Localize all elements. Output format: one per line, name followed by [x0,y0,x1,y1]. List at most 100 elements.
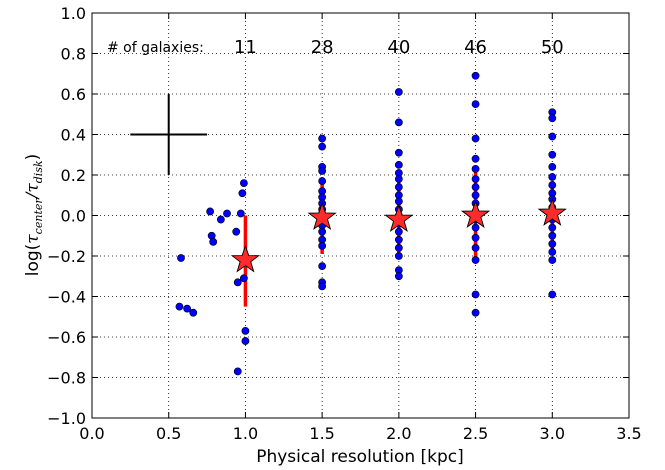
galaxy-point [189,308,198,317]
y-tick-label: 0.6 [61,85,86,104]
galaxy-point [238,189,247,198]
galaxy-count: 28 [311,37,334,58]
x-tick-label: 2.0 [386,424,411,443]
galaxy-point [394,252,403,260]
galaxy-point [236,209,245,218]
galaxy-point [548,114,557,123]
galaxy-point [471,100,480,109]
x-tick-label: 0.5 [156,424,181,443]
galaxy-point [471,308,480,317]
x-axis-title: Physical resolution [kpc] [256,447,464,467]
galaxy-count: 50 [541,37,564,58]
x-tick-label: 0.0 [79,424,104,443]
galaxy-point [209,237,218,246]
galaxy-point [318,134,327,143]
galaxy-point [548,223,557,232]
galaxy-point [394,197,403,206]
galaxy-point [471,243,480,252]
galaxy-point [548,150,557,159]
galaxy-point [548,181,557,190]
x-tick-label: 2.5 [463,424,488,443]
galaxy-point [206,207,215,216]
galaxy-point [394,148,403,157]
galaxy-point [183,304,192,313]
galaxy-point [239,274,248,283]
galaxy-point [548,231,557,240]
galaxy-point [471,191,480,200]
axis-ticks [91,12,630,419]
galaxy-point [394,227,403,236]
galaxy-point [394,183,403,192]
galaxy-point [394,272,403,281]
galaxy-point [318,227,327,236]
y-tick-label: 0.8 [61,45,86,64]
galaxy-point [471,223,480,232]
galaxy-point [233,367,242,376]
typical-error-cross [130,94,208,175]
y-tick-labels: −1.0 −0.8 −0.6 −0.4 −0.2 0.0 0.2 0.4 0.6 0.8 1.0 [47,4,86,428]
galaxy-point [548,290,557,299]
galaxy-point [394,243,403,252]
galaxy-point [471,233,480,242]
y-tick-label: 1.0 [61,4,86,23]
y-tick-label: −1.0 [47,409,86,428]
median-star [460,200,491,228]
galaxy-point [318,142,327,151]
galaxy-point [177,254,185,262]
galaxy-point [241,327,250,335]
galaxy-count-label: # of galaxies: [107,40,204,56]
y-tick-label: −0.4 [47,288,86,307]
galaxy-point [548,162,557,171]
galaxy-point [471,134,480,143]
x-tick-label: 3.0 [540,424,565,443]
x-tick-label: 1.5 [309,424,334,443]
galaxy-point [233,278,242,287]
y-tick-label: 0.2 [61,166,86,185]
median-star [307,202,337,230]
galaxy-point [471,154,480,163]
y-tick-label: 0.4 [61,126,86,145]
y-tick-label: −0.2 [47,247,86,266]
galaxy-point [394,235,403,244]
galaxy-point [471,165,480,173]
galaxy-count: 40 [387,37,410,58]
galaxy-point [394,118,403,127]
y-tick-label: 0.0 [61,207,86,226]
galaxy-point [216,215,225,224]
galaxy-counts: 11 28 40 46 50 [234,37,564,58]
galaxy-count: 11 [234,37,257,58]
x-tick-label: 1.0 [233,424,258,443]
galaxy-point [241,337,250,345]
galaxy-point [471,175,480,183]
galaxy-point [471,256,480,264]
galaxy-point [471,71,480,80]
galaxy-point [239,179,248,187]
galaxy-point [471,290,480,299]
galaxy-point [548,132,557,141]
galaxy-point [394,88,403,96]
median-stars [230,198,567,273]
galaxy-point [548,173,557,181]
galaxy-point [318,167,327,175]
galaxy-point [318,282,327,291]
galaxy-point [394,175,403,183]
galaxy-point [318,177,327,185]
y-tick-label: −0.8 [47,369,86,388]
grid-lines [92,13,629,418]
galaxy-point [471,183,480,192]
galaxy-count: 46 [464,37,487,58]
median-star [537,198,567,226]
y-tick-label: −0.6 [47,328,86,347]
galaxy-point [318,241,327,250]
x-tick-label: 3.5 [616,424,641,443]
galaxy-point [548,239,557,248]
y-axis-title: log(τcenter/τdisk) [23,154,45,277]
x-tick-labels: 0.0 0.5 1.0 1.5 2.0 2.5 3.0 3.5 [79,424,641,443]
median-star [384,204,414,232]
median-star [230,244,261,273]
galaxy-point [394,160,403,169]
galaxy-point [175,302,184,311]
galaxy-point [318,262,327,271]
